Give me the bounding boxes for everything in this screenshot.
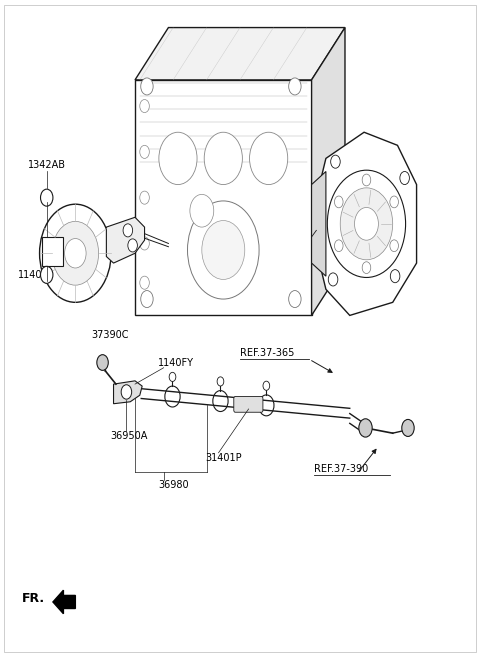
Polygon shape	[42, 237, 63, 266]
Circle shape	[250, 132, 288, 185]
Circle shape	[327, 170, 406, 277]
Text: 1140FY: 1140FY	[158, 358, 194, 368]
Circle shape	[335, 196, 343, 208]
Polygon shape	[135, 80, 312, 315]
Circle shape	[121, 385, 132, 399]
Circle shape	[65, 238, 86, 268]
Circle shape	[400, 171, 409, 185]
Circle shape	[97, 355, 108, 371]
Circle shape	[141, 290, 153, 307]
Circle shape	[141, 78, 153, 95]
Circle shape	[355, 208, 378, 240]
Circle shape	[288, 78, 301, 95]
Text: 1140HK: 1140HK	[18, 270, 56, 280]
Circle shape	[204, 132, 242, 185]
Text: 31401P: 31401P	[205, 453, 242, 463]
Circle shape	[263, 381, 270, 390]
Text: REF.37-365: REF.37-365	[240, 348, 294, 358]
Polygon shape	[316, 132, 417, 315]
Circle shape	[128, 239, 137, 252]
Text: REF.37-390: REF.37-390	[314, 464, 368, 474]
Circle shape	[390, 269, 400, 283]
Circle shape	[335, 240, 343, 252]
Circle shape	[40, 266, 53, 283]
Polygon shape	[114, 381, 142, 404]
Circle shape	[123, 224, 132, 237]
Circle shape	[390, 240, 398, 252]
Circle shape	[39, 204, 111, 302]
Circle shape	[331, 155, 340, 168]
Circle shape	[140, 237, 149, 250]
Circle shape	[188, 201, 259, 299]
Circle shape	[52, 221, 98, 285]
Text: 37390C: 37390C	[91, 330, 129, 340]
Circle shape	[202, 221, 245, 279]
Circle shape	[362, 261, 371, 273]
Circle shape	[140, 145, 149, 158]
Circle shape	[402, 419, 414, 436]
Polygon shape	[107, 217, 144, 263]
Circle shape	[390, 196, 398, 208]
Circle shape	[340, 188, 393, 260]
Circle shape	[140, 276, 149, 289]
Circle shape	[40, 189, 53, 206]
Polygon shape	[53, 590, 75, 614]
Text: 36980: 36980	[158, 480, 189, 490]
Text: 1342AB: 1342AB	[28, 160, 66, 170]
Polygon shape	[135, 28, 345, 80]
Circle shape	[159, 132, 197, 185]
Circle shape	[359, 419, 372, 437]
Circle shape	[362, 174, 371, 186]
Polygon shape	[312, 171, 326, 276]
Polygon shape	[312, 28, 345, 315]
FancyBboxPatch shape	[234, 397, 263, 412]
Circle shape	[190, 194, 214, 227]
Text: 36950A: 36950A	[110, 430, 147, 441]
Text: FR.: FR.	[22, 592, 45, 605]
Circle shape	[140, 99, 149, 112]
Circle shape	[140, 191, 149, 204]
Circle shape	[328, 273, 338, 286]
Circle shape	[217, 377, 224, 386]
Circle shape	[288, 290, 301, 307]
Circle shape	[169, 373, 176, 382]
